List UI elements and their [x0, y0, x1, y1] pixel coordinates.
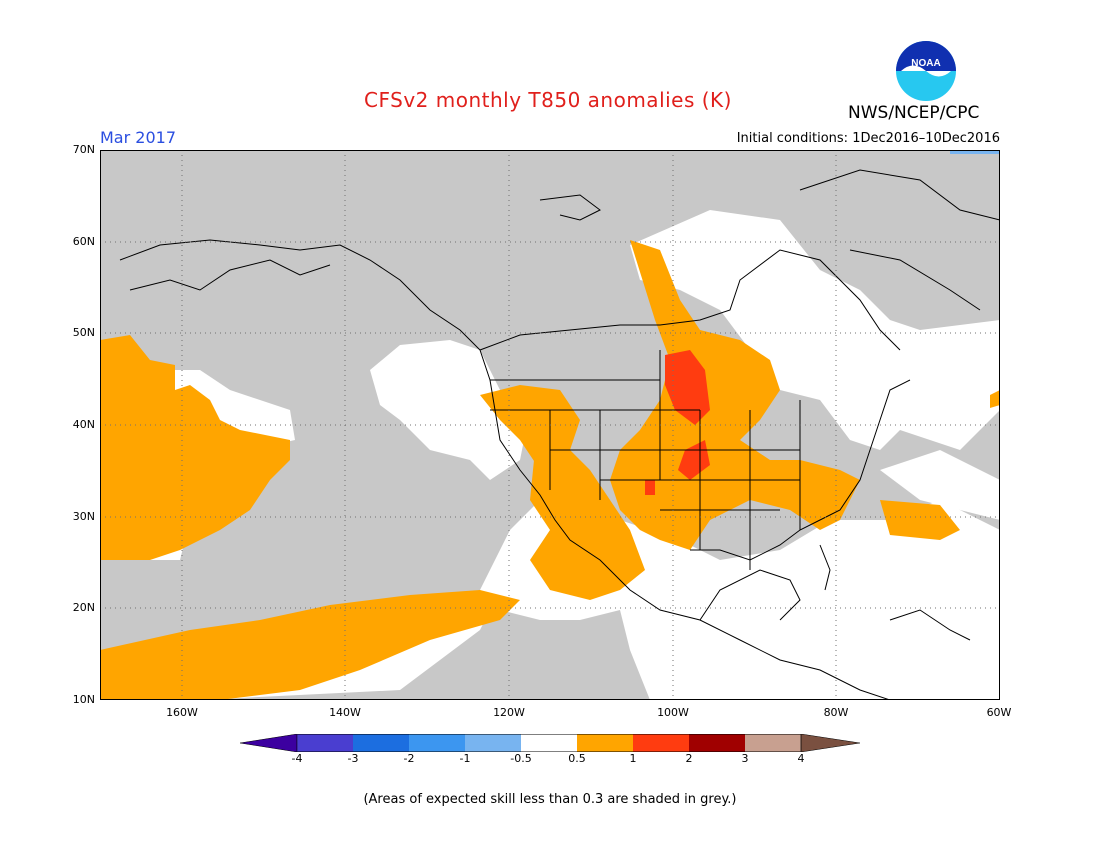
colorbar-label: -3 [347, 752, 359, 765]
colorbar-label: -0.5 [510, 752, 532, 765]
lat-label-10n: 10N [72, 693, 95, 706]
noaa-logo: NOAA [896, 41, 956, 101]
colorbar-label: 3 [741, 752, 749, 765]
lat-label-60n: 60N [72, 235, 95, 248]
colorbar-arrow-right [800, 734, 861, 752]
lon-label-160w: 160W [166, 706, 198, 719]
colorbar-label: -1 [459, 752, 471, 765]
map-title: CFSv2 monthly T850 anomalies (K) [364, 88, 732, 112]
agency-label: NWS/NCEP/CPC [848, 103, 980, 123]
lat-label-30n: 30N [72, 510, 95, 523]
lat-label-40n: 40N [72, 418, 95, 431]
lon-label-60w: 60W [986, 706, 1012, 719]
colorbar-arrow-left [240, 734, 298, 752]
anomaly-0-5-to-1 [100, 240, 1000, 700]
colorbar-bin [353, 734, 409, 752]
lon-label-120w: 120W [493, 706, 525, 719]
colorbar-label: 1 [629, 752, 637, 765]
lat-label-20n: 20N [72, 601, 95, 614]
colorbar-label: 4 [797, 752, 805, 765]
colorbar-label: -2 [403, 752, 415, 765]
lat-label-70n: 70N [72, 143, 95, 156]
gridlines [100, 150, 1000, 700]
colorbar-bin [633, 734, 689, 752]
initial-conditions: Initial conditions: 1Dec2016–10Dec2016 [736, 131, 1000, 146]
colorbar-bin [409, 734, 465, 752]
colorbar-label: 2 [685, 752, 693, 765]
logo-text: NOAA [911, 58, 940, 69]
colorbar-bin [297, 734, 353, 752]
lon-label-140w: 140W [329, 706, 361, 719]
coastlines [119, 169, 1000, 700]
lat-label-50n: 50N [72, 326, 95, 339]
lon-label-80w: 80W [823, 706, 849, 719]
colorbar [240, 734, 861, 752]
colorbar-frame [296, 734, 802, 752]
forecast-month: Mar 2017 [100, 128, 176, 147]
colorbar-bin [745, 734, 801, 752]
top-right-cool-strip [950, 150, 1000, 154]
lon-label-100w: 100W [657, 706, 689, 719]
colorbar-bin [465, 734, 521, 752]
colorbar-bin [577, 734, 633, 752]
anomaly-map [100, 150, 1000, 700]
colorbar-bin [689, 734, 745, 752]
colorbar-bin [521, 734, 577, 752]
colorbar-label: 0.5 [568, 752, 586, 765]
map-frame [100, 150, 1000, 700]
colorbar-label: -4 [291, 752, 303, 765]
skill-footnote: (Areas of expected skill less than 0.3 a… [363, 792, 737, 807]
